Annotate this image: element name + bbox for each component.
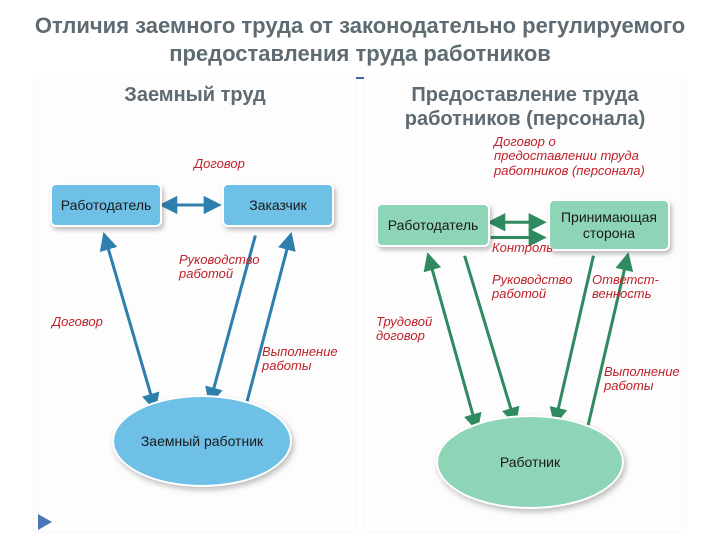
panels-container: Заемный труд Работодатель [34,75,686,532]
right-label-responsibility: Ответст- венность [592,273,659,302]
left-label-mgmt: Руководство работой [179,253,260,282]
right-receiver-label: Принимающая сторона [554,209,664,241]
left-label-contract-left: Договор [52,315,103,329]
panel-left-title: Заемный труд [34,75,356,109]
right-employer-label: Работодатель [388,217,479,233]
right-worker-label: Работник [500,454,560,470]
right-receiver-box: Принимающая сторона [548,199,670,251]
left-worker-ellipse: Заемный работник [112,395,292,487]
right-label-control: Контроль [492,241,553,255]
left-customer-box: Заказчик [222,183,334,227]
right-label-labour-contract: Трудовой договор [376,315,432,344]
panel-right: Предоставление труда работников (персона… [364,75,686,532]
right-label-mgmt: Руководство работой [492,273,573,302]
right-label-top-contract: Договор о предоставлении труда работнико… [494,135,645,178]
panel-right-title: Предоставление труда работников (персона… [364,75,686,133]
left-employer-box: Работодатель [50,183,162,227]
panel-left: Заемный труд Работодатель [34,75,356,532]
left-customer-label: Заказчик [249,197,307,213]
right-worker-ellipse: Работник [436,415,624,509]
slide-title: Отличия заемного труда от законодательно… [0,0,720,73]
right-label-perform: Выполнение работы [604,365,680,394]
left-worker-label: Заемный работник [141,433,263,449]
left-label-perform: Выполнение работы [262,345,338,374]
left-employer-label: Работодатель [61,197,152,213]
left-label-contract-top: Договор [194,157,245,171]
right-employer-box: Работодатель [376,203,490,247]
play-icon [38,514,54,530]
